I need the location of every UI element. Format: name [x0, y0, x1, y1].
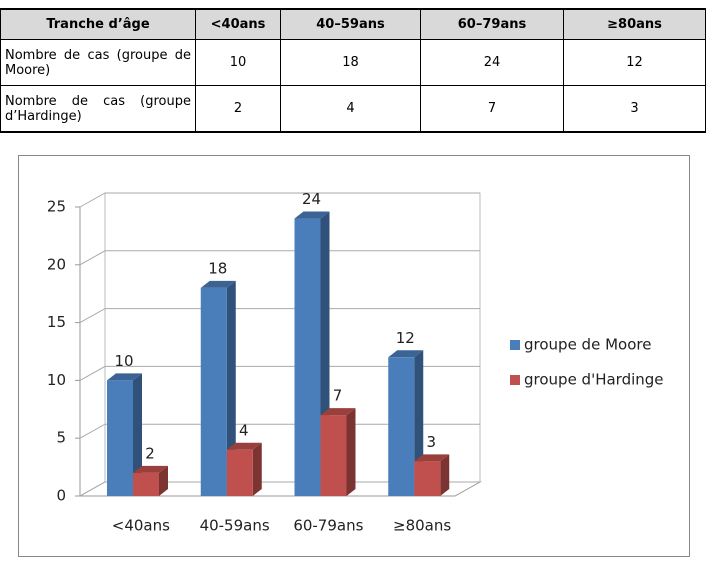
bar-side	[226, 280, 236, 496]
bar	[226, 449, 253, 496]
cell: 12	[563, 39, 706, 86]
legend-label: groupe de Moore	[524, 336, 651, 354]
grid-line	[79, 308, 480, 324]
back-wall	[104, 192, 481, 483]
header-cell: Tranche d’âge	[0, 8, 196, 40]
y-tick-label: 25	[47, 198, 66, 216]
value-label: 4	[239, 421, 249, 439]
legend-swatch	[510, 340, 520, 350]
bar-side	[159, 465, 168, 496]
bar-side	[440, 454, 450, 496]
grid-line	[79, 365, 480, 381]
bar	[388, 357, 415, 496]
x-tick-label: <40ans	[112, 517, 170, 535]
y-tick-label: 10	[47, 371, 66, 389]
cell: 3	[563, 85, 706, 133]
bar	[414, 461, 441, 496]
row-label: Nombre de cas (groupe de Moore)	[0, 39, 196, 86]
bar	[133, 472, 159, 496]
row: Nombre de cas (groupe d’Hardinge) 2 4 7 …	[0, 85, 706, 133]
cell: 2	[195, 85, 281, 133]
row-label: Nombre de cas (groupe d’Hardinge)	[0, 85, 196, 133]
bar	[294, 218, 321, 496]
bar	[200, 287, 227, 496]
value-label: 2	[145, 444, 155, 462]
cell: 24	[420, 39, 564, 86]
header-cell: 60–79ans	[420, 8, 564, 40]
bar	[320, 415, 347, 496]
value-label: 10	[114, 352, 133, 370]
cell: 4	[280, 85, 421, 133]
bar	[107, 380, 133, 496]
header-row: Tranche d’âge <40ans 40–59ans 60–79ans ≥…	[0, 8, 706, 40]
header-cell: ≥80ans	[563, 8, 706, 40]
cell: 7	[420, 85, 564, 133]
x-tick-label: ≥80ans	[393, 517, 451, 535]
cell: 18	[280, 39, 421, 86]
legend-swatch	[510, 375, 520, 385]
bar-side	[346, 408, 356, 496]
grid-line	[79, 192, 480, 208]
y-tick-label: 15	[47, 313, 66, 331]
value-label: 18	[208, 259, 227, 277]
bar-top	[200, 280, 236, 288]
bar-top	[388, 350, 424, 358]
cell: 10	[195, 39, 281, 86]
x-tick-label: 40-59ans	[200, 517, 270, 535]
bar-side	[252, 442, 262, 496]
bar-top	[226, 442, 262, 450]
y-tick-label: 5	[56, 429, 66, 447]
value-label: 7	[333, 387, 343, 405]
legend-label: groupe d'Hardinge	[524, 371, 664, 389]
bar-top	[133, 465, 168, 473]
grid-line	[79, 250, 480, 266]
bar-top	[294, 211, 330, 219]
bar-side	[133, 373, 142, 496]
value-label: 24	[302, 190, 321, 208]
x-tick-label: 60-79ans	[293, 517, 363, 535]
bar-top	[107, 373, 142, 381]
chart-frame	[18, 155, 690, 557]
bar-top	[320, 408, 356, 416]
value-label: 12	[396, 329, 415, 347]
y-tick-label: 0	[56, 487, 66, 505]
value-label: 3	[426, 433, 436, 451]
data-table: Tranche d’âge <40ans 40–59ans 60–79ans ≥…	[0, 8, 706, 133]
y-tick-label: 20	[47, 255, 66, 273]
row: Nombre de cas (groupe de Moore) 10 18 24…	[0, 39, 706, 86]
bar-top	[414, 454, 450, 462]
